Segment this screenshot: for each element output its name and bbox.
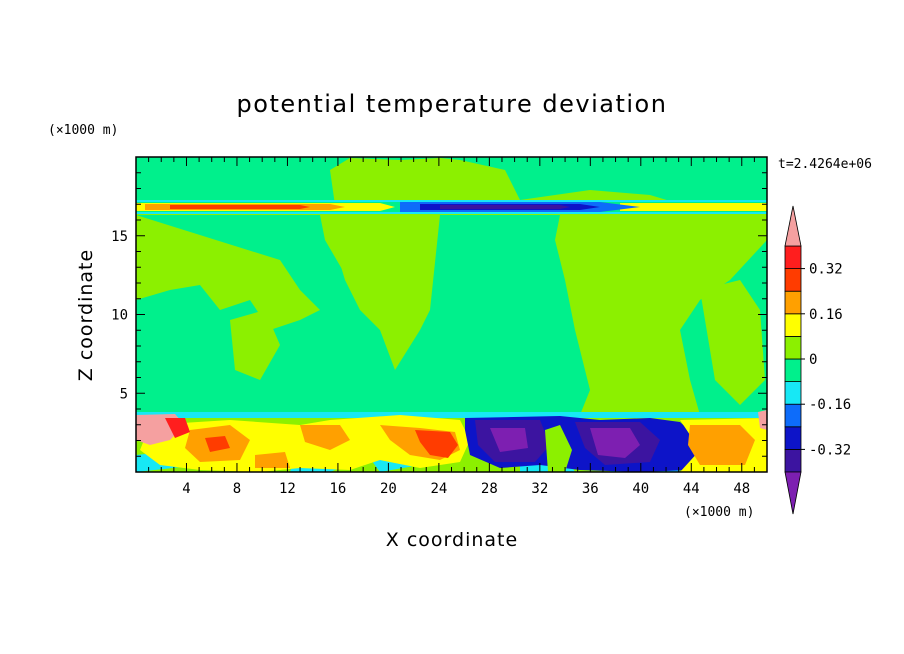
contour-region-cool-2 [136,157,767,210]
upper-band-warm-right [620,203,767,211]
x-tick-label: 16 [329,481,346,497]
colorbar-box [784,426,802,450]
contour-region-warm-islands [230,230,765,405]
colorbar-tick-label: 0.32 [809,262,843,278]
colorbar-box [784,313,802,337]
x-tick-label: 20 [380,481,397,497]
x-tick-label: 48 [733,481,750,497]
y-tick-label: 10 [111,308,128,324]
time-label: t=2.4264e+06 [778,157,872,172]
y-tick-label: 15 [111,229,128,245]
lower-warm-left-hot [205,430,458,458]
colorbar-tick-label: -0.16 [809,397,851,413]
colorbar-tick-label: -0.32 [809,442,851,458]
lower-cold-plumes [545,425,572,472]
contour-field [136,157,767,472]
x-unit-label: (×1000 m) [684,505,754,520]
x-tick-label: 44 [683,481,700,497]
lower-red-left [165,418,190,438]
x-tick-label: 8 [233,481,241,497]
colorbar-box [784,335,802,360]
colorbar-extend-high [784,205,802,247]
lower-warm-left-core [185,425,460,468]
colorbar-box [784,403,802,428]
x-axis: 4 8 12 16 20 24 28 32 36 40 44 48 [148,157,755,497]
x-tick-label: 12 [279,481,296,497]
y-tick-label: 5 [120,386,128,402]
colorbar-tick-label: 0 [809,352,817,368]
y-unit-label: (×1000 m) [48,123,118,138]
x-tick-label: 4 [182,481,190,497]
contour-region-cool-4 [140,300,210,410]
x-tick-label: 36 [582,481,599,497]
colorbar: 0.32 0.16 0 -0.16 -0.32 [784,205,851,515]
x-tick-label: 32 [531,481,548,497]
x-tick-label: 40 [632,481,649,497]
colorbar-box [784,381,802,405]
upper-band-cold-core-2 [440,205,570,209]
y-axis-label: Z coordinate [75,249,97,381]
x-tick-label: 28 [481,481,498,497]
contour-region-cool-3 [136,215,767,415]
x-tick-label: 24 [430,481,447,497]
colorbar-box [784,268,802,292]
colorbar-box [784,245,802,270]
y-axis: 5 10 15 [111,172,767,457]
colorbar-box [784,290,802,315]
lower-cold-center-deep [490,428,640,458]
contour-region-cool-5 [470,215,560,410]
x-axis-label: X coordinate [386,529,518,551]
colorbar-extend-low [784,471,802,515]
chart-title: potential temperature deviation [237,90,668,118]
lower-layer-top-cyan [136,412,767,418]
upper-band-warm-core-2 [170,205,310,209]
colorbar-tick-label: 0.16 [809,307,843,323]
colorbar-box [784,448,802,473]
lower-warm-right-core [688,425,755,465]
colorbar-box [784,358,802,383]
